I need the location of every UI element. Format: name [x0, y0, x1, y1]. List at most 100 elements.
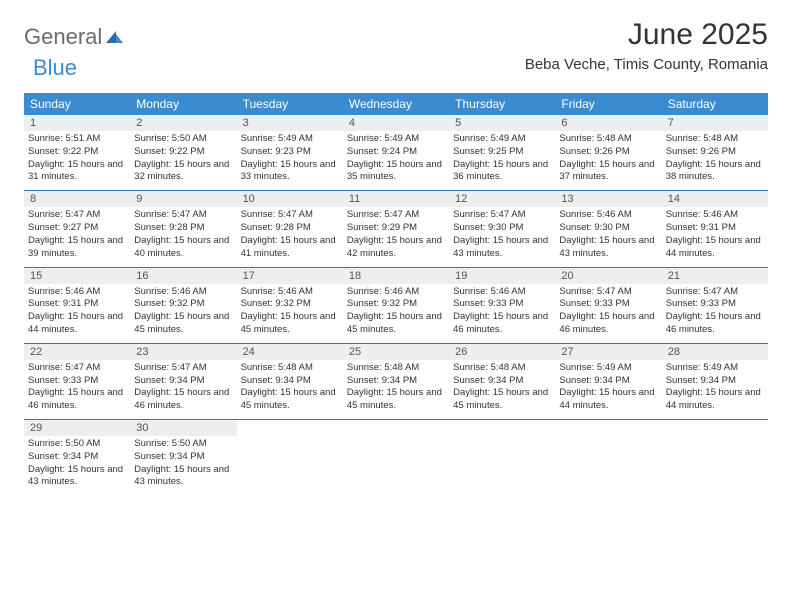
sunrise-line: Sunrise: 5:48 AM — [453, 362, 551, 375]
daylight-line: Daylight: 15 hours and 46 minutes. — [666, 311, 764, 337]
sunrise-line: Sunrise: 5:46 AM — [559, 209, 657, 222]
day-body: Sunrise: 5:47 AMSunset: 9:28 PMDaylight:… — [237, 207, 343, 266]
sunrise-line: Sunrise: 5:46 AM — [347, 286, 445, 299]
daylight-line: Daylight: 15 hours and 31 minutes. — [28, 159, 126, 185]
calendar-page: General June 2025 Beba Veche, Timis Coun… — [0, 0, 792, 513]
day-cell: 7Sunrise: 5:48 AMSunset: 9:26 PMDaylight… — [662, 115, 768, 190]
weekday-header: Friday — [555, 93, 661, 115]
daylight-line: Daylight: 15 hours and 43 minutes. — [28, 464, 126, 490]
daylight-line: Daylight: 15 hours and 46 minutes. — [453, 311, 551, 337]
day-body: Sunrise: 5:48 AMSunset: 9:34 PMDaylight:… — [343, 360, 449, 419]
daylight-line: Daylight: 15 hours and 45 minutes. — [453, 387, 551, 413]
day-body: Sunrise: 5:47 AMSunset: 9:33 PMDaylight:… — [662, 284, 768, 343]
sunset-line: Sunset: 9:32 PM — [347, 298, 445, 311]
day-cell: 28Sunrise: 5:49 AMSunset: 9:34 PMDayligh… — [662, 344, 768, 419]
sunrise-line: Sunrise: 5:49 AM — [241, 133, 339, 146]
day-cell: 3Sunrise: 5:49 AMSunset: 9:23 PMDaylight… — [237, 115, 343, 190]
empty-day-number — [343, 420, 449, 436]
day-cell: 26Sunrise: 5:48 AMSunset: 9:34 PMDayligh… — [449, 344, 555, 419]
sunset-line: Sunset: 9:30 PM — [453, 222, 551, 235]
sunrise-line: Sunrise: 5:49 AM — [559, 362, 657, 375]
empty-day-number — [449, 420, 555, 436]
sunrise-line: Sunrise: 5:46 AM — [28, 286, 126, 299]
month-title: June 2025 — [525, 18, 768, 52]
sunrise-line: Sunrise: 5:46 AM — [453, 286, 551, 299]
sunrise-line: Sunrise: 5:49 AM — [666, 362, 764, 375]
day-cell — [555, 420, 661, 495]
day-number: 19 — [449, 268, 555, 284]
sunset-line: Sunset: 9:27 PM — [28, 222, 126, 235]
day-number: 13 — [555, 191, 661, 207]
sunset-line: Sunset: 9:24 PM — [347, 146, 445, 159]
sunset-line: Sunset: 9:22 PM — [28, 146, 126, 159]
week-row: 1Sunrise: 5:51 AMSunset: 9:22 PMDaylight… — [24, 115, 768, 191]
daylight-line: Daylight: 15 hours and 45 minutes. — [241, 311, 339, 337]
sunrise-line: Sunrise: 5:49 AM — [453, 133, 551, 146]
day-body: Sunrise: 5:49 AMSunset: 9:25 PMDaylight:… — [449, 131, 555, 190]
sunset-line: Sunset: 9:28 PM — [241, 222, 339, 235]
day-body: Sunrise: 5:48 AMSunset: 9:34 PMDaylight:… — [237, 360, 343, 419]
day-body: Sunrise: 5:49 AMSunset: 9:34 PMDaylight:… — [555, 360, 661, 419]
empty-day-body — [662, 436, 768, 495]
day-body: Sunrise: 5:48 AMSunset: 9:34 PMDaylight:… — [449, 360, 555, 419]
logo-sail-icon — [104, 29, 124, 45]
day-number: 17 — [237, 268, 343, 284]
weeks-container: 1Sunrise: 5:51 AMSunset: 9:22 PMDaylight… — [24, 115, 768, 495]
logo-text-general: General — [24, 24, 102, 50]
daylight-line: Daylight: 15 hours and 37 minutes. — [559, 159, 657, 185]
sunrise-line: Sunrise: 5:46 AM — [134, 286, 232, 299]
day-cell: 14Sunrise: 5:46 AMSunset: 9:31 PMDayligh… — [662, 191, 768, 266]
day-body: Sunrise: 5:47 AMSunset: 9:34 PMDaylight:… — [130, 360, 236, 419]
day-number: 25 — [343, 344, 449, 360]
sunset-line: Sunset: 9:22 PM — [134, 146, 232, 159]
day-cell: 27Sunrise: 5:49 AMSunset: 9:34 PMDayligh… — [555, 344, 661, 419]
daylight-line: Daylight: 15 hours and 36 minutes. — [453, 159, 551, 185]
day-body: Sunrise: 5:51 AMSunset: 9:22 PMDaylight:… — [24, 131, 130, 190]
sunrise-line: Sunrise: 5:50 AM — [134, 133, 232, 146]
sunset-line: Sunset: 9:33 PM — [453, 298, 551, 311]
week-row: 15Sunrise: 5:46 AMSunset: 9:31 PMDayligh… — [24, 268, 768, 344]
day-cell: 8Sunrise: 5:47 AMSunset: 9:27 PMDaylight… — [24, 191, 130, 266]
day-body: Sunrise: 5:50 AMSunset: 9:34 PMDaylight:… — [24, 436, 130, 495]
day-number: 4 — [343, 115, 449, 131]
day-number: 11 — [343, 191, 449, 207]
day-body: Sunrise: 5:50 AMSunset: 9:34 PMDaylight:… — [130, 436, 236, 495]
day-cell: 15Sunrise: 5:46 AMSunset: 9:31 PMDayligh… — [24, 268, 130, 343]
day-cell: 24Sunrise: 5:48 AMSunset: 9:34 PMDayligh… — [237, 344, 343, 419]
day-body: Sunrise: 5:50 AMSunset: 9:22 PMDaylight:… — [130, 131, 236, 190]
day-cell: 10Sunrise: 5:47 AMSunset: 9:28 PMDayligh… — [237, 191, 343, 266]
day-body: Sunrise: 5:49 AMSunset: 9:24 PMDaylight:… — [343, 131, 449, 190]
day-number: 16 — [130, 268, 236, 284]
day-body: Sunrise: 5:46 AMSunset: 9:33 PMDaylight:… — [449, 284, 555, 343]
sunrise-line: Sunrise: 5:51 AM — [28, 133, 126, 146]
empty-day-body — [449, 436, 555, 495]
sunset-line: Sunset: 9:34 PM — [241, 375, 339, 388]
weekday-header: Sunday — [24, 93, 130, 115]
sunrise-line: Sunrise: 5:47 AM — [134, 209, 232, 222]
day-body: Sunrise: 5:47 AMSunset: 9:28 PMDaylight:… — [130, 207, 236, 266]
sunrise-line: Sunrise: 5:50 AM — [134, 438, 232, 451]
day-body: Sunrise: 5:46 AMSunset: 9:32 PMDaylight:… — [343, 284, 449, 343]
sunset-line: Sunset: 9:34 PM — [559, 375, 657, 388]
daylight-line: Daylight: 15 hours and 44 minutes. — [28, 311, 126, 337]
day-cell: 19Sunrise: 5:46 AMSunset: 9:33 PMDayligh… — [449, 268, 555, 343]
day-cell: 22Sunrise: 5:47 AMSunset: 9:33 PMDayligh… — [24, 344, 130, 419]
day-cell — [449, 420, 555, 495]
day-cell — [343, 420, 449, 495]
day-cell: 18Sunrise: 5:46 AMSunset: 9:32 PMDayligh… — [343, 268, 449, 343]
day-number: 15 — [24, 268, 130, 284]
day-body: Sunrise: 5:47 AMSunset: 9:29 PMDaylight:… — [343, 207, 449, 266]
daylight-line: Daylight: 15 hours and 35 minutes. — [347, 159, 445, 185]
sunrise-line: Sunrise: 5:48 AM — [666, 133, 764, 146]
day-cell: 29Sunrise: 5:50 AMSunset: 9:34 PMDayligh… — [24, 420, 130, 495]
daylight-line: Daylight: 15 hours and 44 minutes. — [666, 387, 764, 413]
sunset-line: Sunset: 9:33 PM — [666, 298, 764, 311]
sunrise-line: Sunrise: 5:48 AM — [347, 362, 445, 375]
sunset-line: Sunset: 9:30 PM — [559, 222, 657, 235]
sunrise-line: Sunrise: 5:46 AM — [241, 286, 339, 299]
day-body: Sunrise: 5:47 AMSunset: 9:27 PMDaylight:… — [24, 207, 130, 266]
day-body: Sunrise: 5:46 AMSunset: 9:32 PMDaylight:… — [130, 284, 236, 343]
sunrise-line: Sunrise: 5:46 AM — [666, 209, 764, 222]
sunset-line: Sunset: 9:34 PM — [134, 451, 232, 464]
empty-day-number — [662, 420, 768, 436]
